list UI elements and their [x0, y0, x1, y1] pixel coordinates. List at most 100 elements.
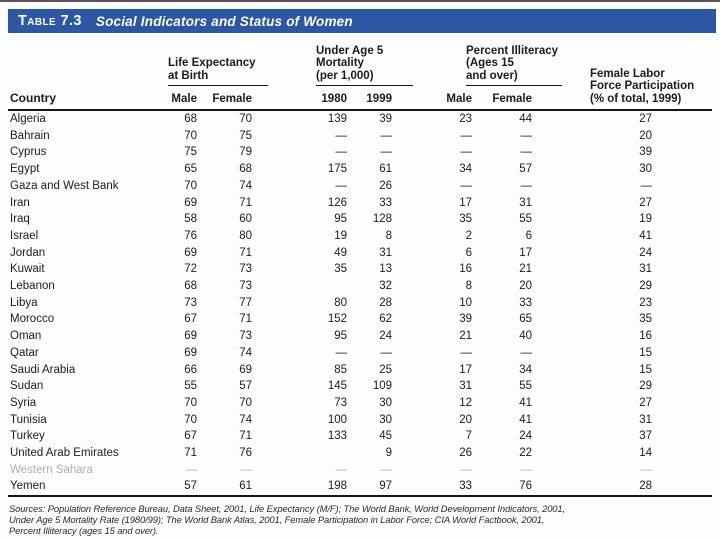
illit_female-cell: 21: [519, 263, 532, 276]
country-cell: Gaza and West Bank: [10, 179, 119, 192]
illit_female-cell: 41: [519, 396, 532, 409]
illit_male-cell: 7: [465, 430, 472, 443]
le_female-cell: 71: [239, 313, 252, 326]
illit_male-cell: —: [460, 346, 473, 359]
mort_1999-cell: 26: [379, 179, 392, 192]
illit_female-cell: 57: [519, 163, 532, 176]
mort_1999-cell: 33: [379, 196, 392, 209]
le_male-cell: 76: [184, 229, 197, 242]
mort_1980-cell: 198: [252, 478, 347, 498]
table-row: Sudan 55 57 145 109 31 55 29: [8, 378, 712, 395]
table-row: Jordan 69 71 49 31 6 17 24: [8, 245, 712, 262]
table-body: Algeria 68 70 139 39 23 44 27 Bahrain 70 75— — — —20 C…: [8, 110, 712, 498]
country-cell: United Arab Emirates: [10, 447, 119, 460]
table-number-label: Table 7.3: [18, 13, 82, 29]
le_male-cell: 75: [184, 146, 197, 159]
mort_1980-cell: [252, 445, 347, 462]
le_male-cell: 70: [184, 396, 197, 409]
table-row: Morocco 67 71 152 62 39 65 35: [8, 311, 712, 328]
le_female-cell: 73: [239, 330, 252, 343]
mort_1999-cell: 62: [379, 313, 392, 326]
labor-cell: 29: [639, 280, 652, 293]
group-title-line: at Birth: [168, 69, 209, 82]
le_male-cell: 69: [184, 346, 197, 359]
labor-cell: 39: [639, 146, 652, 159]
illit_female-cell: 44: [519, 113, 532, 125]
mort_1980-cell: 95: [334, 213, 347, 226]
illit_female-cell: 31: [519, 196, 532, 209]
country-cell: Turkey: [10, 430, 45, 443]
subheader-illit-male: Male: [392, 86, 472, 111]
illit_female-cell: 17: [519, 246, 532, 259]
column-header-female-labor-force: Female Labor Force Participation (% of t…: [532, 40, 712, 111]
table-row: Libya 73 77 80 28 10 33 23: [8, 295, 712, 312]
mort_1999-cell: 30: [379, 413, 392, 426]
labor-cell: 14: [639, 447, 652, 460]
table-row: Cyprus 75 79 — — — — 39: [8, 144, 712, 161]
mort_1999-cell: 61: [379, 163, 392, 176]
table-row: Kuwait 72 73 35 13 16 21 31: [8, 261, 712, 278]
le_male-cell: 70: [184, 179, 197, 192]
mort_1980-cell: —: [335, 463, 348, 476]
mort_1980-cell: 49: [334, 246, 347, 259]
subheader-illit-female: Female: [472, 86, 532, 111]
table-row: Iran 69 71 126 33 17 31 27: [8, 195, 712, 212]
mort_1980-cell: 175: [327, 163, 347, 176]
illit_female-cell: 40: [519, 330, 532, 343]
labor-cell: —: [640, 463, 653, 476]
le_male-cell: 55: [184, 380, 197, 393]
mort_1999-cell: —: [380, 346, 393, 359]
subheader-le-male: Male: [148, 86, 197, 111]
country-cell: Bahrain: [10, 129, 50, 142]
illit_female-cell: —: [520, 146, 533, 159]
illit_male-cell: 10: [459, 296, 472, 309]
illit_male-cell: —: [460, 146, 473, 159]
mort_1999-cell: 128: [372, 213, 392, 226]
country-cell: Sudan: [10, 380, 44, 393]
mort_1980-cell: —: [335, 146, 348, 159]
labor-cell: 19: [639, 213, 652, 226]
labor-cell: 35: [639, 313, 652, 326]
labor-cell: 37: [639, 430, 652, 443]
le_female-cell: 57: [239, 380, 252, 393]
indicators-table: Life Expectancy at Birth Under Age 5 Mor…: [8, 40, 712, 498]
table-row: Saudi Arabia 66 69 85 25 17 34 15: [8, 362, 712, 379]
labor-cell: 15: [639, 363, 652, 376]
illit_female-cell: 55: [519, 380, 532, 393]
column-group-under5-mortality: Under Age 5 Mortality (per 1,000): [252, 40, 413, 86]
mort_1980-cell: 80: [334, 296, 347, 309]
table-row: Lebanon 68 73 32 8 20 29: [8, 278, 712, 295]
le_male-cell: 67: [184, 313, 197, 326]
country-cell: Israel: [10, 229, 39, 242]
mort_1980-cell: —: [335, 129, 348, 142]
labor-cell: —: [640, 179, 653, 192]
page-top-border: [0, 0, 720, 2]
mort_1980-cell: 145: [327, 380, 347, 393]
labor-cell: 28: [532, 478, 712, 498]
illit_female-cell: —: [520, 179, 533, 192]
illit_male-cell: —: [460, 463, 473, 476]
mort_1999-cell: 13: [379, 263, 392, 276]
sources-line: Percent Illiteracy (ages 15 and over).: [9, 525, 159, 537]
labor-cell: 15: [639, 346, 652, 359]
column-group-percent-illiteracy: Percent Illiteracy (Ages 15 and over): [392, 40, 562, 86]
labor-cell: 31: [639, 413, 652, 426]
mort_1980-cell: 133: [327, 430, 347, 443]
table-header: Life Expectancy at Birth Under Age 5 Mor…: [8, 40, 712, 111]
le_female-cell: 79: [239, 146, 252, 159]
le_female-cell: 73: [239, 280, 252, 293]
le_male-cell: 66: [184, 363, 197, 376]
mort_1980-cell: 35: [334, 263, 347, 276]
mort_1980-cell: 95: [334, 330, 347, 343]
sources-note: Sources: Population Reference Bureau, Da…: [9, 503, 720, 536]
illit_male-cell: 17: [459, 363, 472, 376]
table-row: Israel 76 80 19 8 2 6 41: [8, 228, 712, 245]
country-cell: Saudi Arabia: [10, 363, 76, 376]
illit_male-cell: 16: [459, 263, 472, 276]
le_female-cell: 61: [197, 478, 252, 498]
sources-line: Sources: Population Reference Bureau, Da…: [9, 503, 566, 515]
le_female-cell: 70: [239, 113, 252, 125]
illit_male-cell: 34: [459, 163, 472, 176]
le_male-cell: 69: [184, 246, 197, 259]
table-row: Yemen 57 61 198 97 33 76 28: [8, 478, 712, 498]
